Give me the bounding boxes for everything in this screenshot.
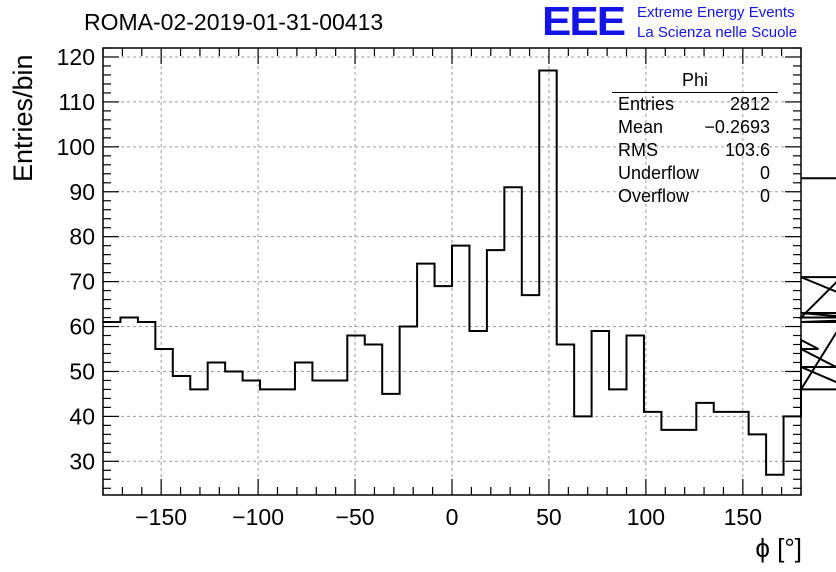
histogram-bin — [627, 336, 644, 495]
histogram-bin — [696, 403, 713, 495]
y-tick-label: 110 — [58, 89, 95, 115]
y-tick-label: 60 — [69, 314, 95, 340]
histogram-bin — [504, 187, 521, 495]
histogram-bin — [469, 331, 486, 495]
histogram-bin — [539, 70, 556, 495]
histogram-bin — [155, 349, 172, 495]
stats-label: Overflow — [618, 186, 690, 206]
x-tick-label: 150 — [724, 504, 762, 530]
eee-logo: EEE — [542, 0, 626, 45]
x-tick-label: 50 — [536, 504, 562, 530]
x-tick-label: 100 — [627, 504, 665, 530]
histogram-bin — [417, 264, 434, 495]
x-tick-label: −150 — [135, 504, 187, 530]
histogram-bin — [714, 412, 731, 495]
x-tick-label: 0 — [446, 504, 459, 530]
histogram-bars — [103, 69, 836, 495]
histogram-bin — [278, 389, 295, 495]
y-tick-label: 40 — [69, 403, 95, 429]
stats-label: Mean — [618, 117, 664, 137]
histogram-bin — [574, 416, 591, 495]
stats-value: 0 — [759, 186, 770, 206]
y-axis-label: Entries/bin — [8, 54, 38, 182]
histogram-bin — [190, 389, 207, 495]
histogram-bin — [661, 430, 678, 495]
y-tick-label: 70 — [69, 269, 95, 295]
histogram-bin — [592, 331, 609, 495]
histogram-bin — [120, 318, 137, 495]
histogram-bin — [644, 412, 661, 495]
histogram-bin — [330, 380, 347, 495]
stats-label: Entries — [618, 94, 675, 114]
y-tick-label: 50 — [69, 358, 95, 384]
histogram-bin — [609, 389, 626, 495]
logo-line-1: Extreme Energy Events — [637, 4, 795, 21]
stats-row-overflow: Overflow 0 — [610, 185, 778, 208]
histogram-bin — [400, 327, 417, 495]
stats-title: Phi — [612, 70, 778, 93]
x-tick-label: −50 — [336, 504, 375, 530]
axis-ticks — [102, 47, 802, 495]
histogram-bin — [731, 412, 748, 495]
y-tick-label: 30 — [69, 448, 95, 474]
stats-value: 0 — [759, 163, 770, 183]
stats-label: Underflow — [618, 163, 700, 183]
histogram-bin — [225, 371, 242, 495]
histogram-bin — [452, 246, 469, 495]
histogram-bin — [295, 362, 312, 495]
histogram-bin — [103, 322, 120, 495]
histogram-bin — [557, 345, 574, 495]
histogram-bin — [487, 250, 504, 495]
histogram-bin — [312, 380, 329, 495]
histogram-bin — [522, 295, 539, 495]
histogram-bin — [260, 389, 277, 495]
tick-labels: −150 −100 −50 0 50 100 150 30 40 50 60 70 80 90 100 110… — [57, 44, 762, 530]
histogram-bin — [784, 416, 801, 495]
y-tick-label: 100 — [57, 134, 95, 160]
y-tick-label: 120 — [57, 44, 95, 70]
histogram-bin — [749, 434, 766, 495]
stats-value: −0.2693 — [704, 117, 770, 137]
histogram-bin — [679, 430, 696, 495]
logo-line-2: La Scienza nelle Scuole — [637, 24, 798, 41]
histogram-bin — [365, 345, 382, 495]
stats-box: Phi Entries 2812 Mean −0.2693 RMS 103.6 … — [610, 70, 778, 208]
histogram-bin — [208, 362, 225, 495]
stats-row-mean: Mean −0.2693 — [610, 116, 778, 139]
histogram-bin — [173, 376, 190, 495]
histogram-bin — [138, 322, 155, 495]
histogram-bin — [435, 286, 452, 495]
histogram-bin — [382, 394, 399, 495]
stats-row-rms: RMS 103.6 — [610, 139, 778, 162]
stats-value: 103.6 — [724, 140, 770, 160]
histogram-bin — [347, 336, 364, 495]
histogram-step-line — [103, 69, 836, 476]
stats-row-entries: Entries 2812 — [610, 93, 778, 116]
x-tick-label: −100 — [232, 504, 284, 530]
y-tick-label: 80 — [69, 224, 95, 250]
stats-row-underflow: Underflow 0 — [610, 162, 778, 185]
histogram-bin — [243, 380, 260, 495]
stats-value: 2812 — [729, 94, 770, 114]
plot-title: ROMA-02-2019-01-31-00413 — [84, 9, 384, 35]
y-tick-label: 90 — [69, 179, 95, 205]
histogram-bin — [766, 475, 783, 495]
stats-label: RMS — [618, 140, 658, 160]
x-axis-label: ϕ [°] — [755, 533, 802, 563]
